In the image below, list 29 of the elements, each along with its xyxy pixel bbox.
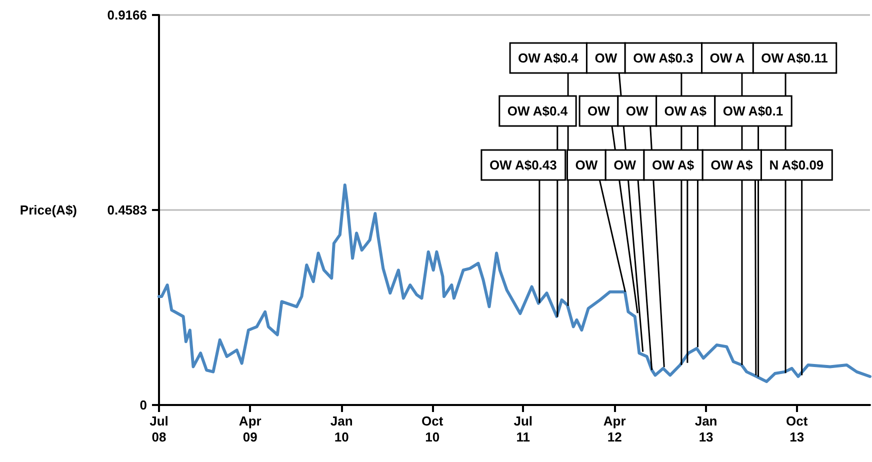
annotation: OW A$0.43	[489, 158, 557, 172]
y-tick-label: 0.9166	[107, 8, 147, 22]
annotation: OW	[594, 50, 618, 66]
annotation: OW A$0.4	[507, 104, 568, 118]
annotation: OW A$	[664, 104, 708, 118]
annotation: OW	[626, 104, 650, 118]
x-tick-label: Jan 13	[694, 414, 718, 444]
y-tick-label: 0.4583	[107, 202, 147, 218]
annotation: OW A$0.4	[518, 50, 580, 66]
annotation: OW A$	[710, 158, 754, 172]
annotation: OW	[575, 158, 598, 172]
x-tick-label: Jul 11	[514, 414, 533, 444]
x-tick-label: Apr 09	[238, 414, 262, 444]
y-tick-label: 0	[140, 398, 147, 412]
line-series	[158, 184, 872, 384]
annotation: OW A$	[652, 158, 695, 172]
annotation: OW	[614, 158, 637, 172]
y-axis-title: Price(A$)	[20, 202, 77, 218]
x-tick-label: Oct 13	[786, 414, 808, 444]
x-tick-label: Oct 10	[422, 414, 444, 444]
annotation: OW	[588, 104, 611, 118]
annotation: OW A	[710, 50, 746, 66]
annotation: OW A$0.3	[633, 50, 694, 66]
annotation: OW A$0.1	[722, 104, 784, 118]
x-tick-label: Apr 12	[603, 414, 626, 444]
annotation: N A$0.09	[769, 158, 824, 172]
annotation: OW A$0.11	[761, 50, 828, 66]
x-tick-label: Jan 10	[330, 414, 353, 444]
x-tick-label: Jul 08	[150, 414, 168, 444]
